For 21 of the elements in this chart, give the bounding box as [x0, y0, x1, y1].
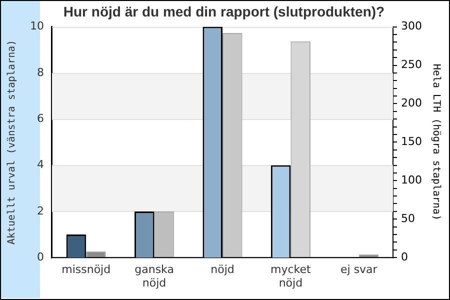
x-tick-label: ganska nöjd — [134, 263, 174, 290]
x-tick-label: nöjd — [210, 263, 234, 276]
x-tick-label: mycket nöjd — [270, 263, 312, 290]
y2-tick-label: 150 — [401, 135, 422, 148]
y-axis-title: Aktuellt urval (vänstra staplarna) — [6, 40, 18, 245]
x-tick-label: missnöjd — [62, 263, 111, 276]
y-tick-label: 8 — [36, 66, 44, 79]
y-tick-label: 6 — [36, 112, 44, 125]
y2-tick-label: 50 — [401, 212, 416, 225]
y2-axis-title: Hela LTH (högra staplarna) — [430, 64, 442, 220]
y2-tick-label: 250 — [401, 58, 422, 72]
y2-tick-label: 300 — [401, 20, 422, 33]
chart-title: Hur nöjd är du med din rapport (slutprodukten)? — [63, 3, 385, 20]
y-tick-label: 0 — [36, 250, 44, 264]
y2-tick-label: 0 — [401, 250, 408, 264]
y-tick-label: 4 — [36, 158, 44, 172]
y2-tick-label: 200 — [401, 96, 422, 110]
x-tick-label: ej svar — [340, 263, 378, 276]
y-tick-label: 10 — [30, 20, 44, 33]
y2-tick-label: 100 — [401, 174, 422, 187]
y-tick-label: 2 — [36, 204, 44, 218]
